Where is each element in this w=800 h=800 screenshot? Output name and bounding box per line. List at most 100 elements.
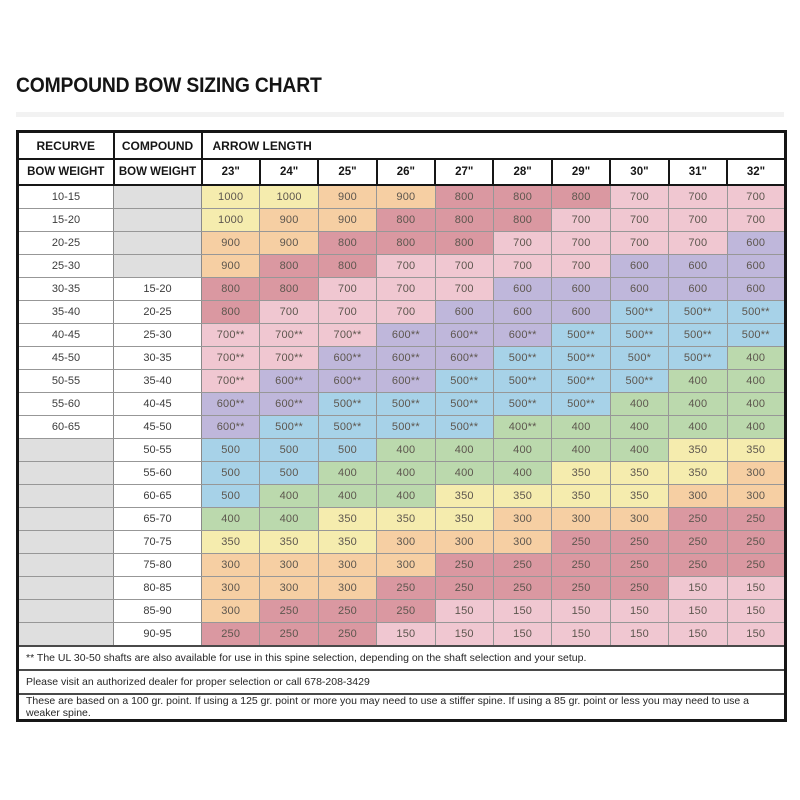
spine-cell: 350: [376, 507, 436, 531]
spine-cell: 250: [668, 553, 728, 577]
spine-cell: 700: [492, 254, 553, 278]
spine-cell: 900: [259, 208, 319, 232]
spine-cell: 150: [726, 576, 787, 600]
spine-cell: 700: [609, 231, 670, 255]
spine-cell: 150: [376, 622, 436, 647]
spine-cell: 700: [668, 231, 728, 255]
footnote-row: ** The UL 30-50 shafts are also availabl…: [17, 645, 786, 670]
spine-cell: 250: [668, 530, 728, 554]
spine-cell: 400: [434, 438, 494, 462]
spine-cell: 700: [492, 231, 553, 255]
spine-cell: 250: [726, 507, 787, 531]
spine-cell: 700**: [200, 346, 261, 370]
spine-cell: 400: [609, 415, 670, 439]
spine-cell: 350: [551, 484, 611, 508]
table-row: 25-30 900 800 800 700 700 700 700 600 600 600: [17, 254, 787, 278]
spine-cell: 300: [492, 530, 553, 554]
compound-weight-cell: 70-75: [113, 530, 202, 554]
spine-cell: 250: [200, 622, 261, 647]
spine-cell: 600**: [376, 323, 436, 347]
recurve-weight-cell: [17, 622, 114, 647]
spine-cell: 700: [376, 277, 436, 301]
spine-cell: 300: [317, 576, 378, 600]
spine-cell: 500**: [668, 300, 728, 324]
spine-cell: 600**: [376, 346, 436, 370]
recurve-weight-cell: 60-65: [17, 415, 114, 439]
table-row: 45-50 30-35 700** 700** 600** 600** 600** 500**…: [17, 346, 787, 370]
recurve-weight-cell: [17, 530, 114, 554]
spine-cell: 700: [551, 208, 611, 232]
recurve-weight-cell: [17, 438, 114, 462]
compound-weight-cell: [113, 184, 202, 209]
spine-cell: 500**: [492, 346, 553, 370]
spine-cell: 600**: [492, 323, 553, 347]
spine-cell: 250: [551, 553, 611, 577]
spine-cell: 600: [551, 300, 611, 324]
spine-cell: 250: [551, 576, 611, 600]
spine-cell: 700: [551, 254, 611, 278]
spine-cell: 700**: [200, 323, 261, 347]
spine-cell: 350: [609, 484, 670, 508]
spine-cell: 300: [200, 599, 261, 623]
spine-cell: 250: [434, 576, 494, 600]
spine-cell: 500**: [317, 392, 378, 416]
compound-weight-cell: [113, 231, 202, 255]
spine-cell: 400: [726, 346, 787, 370]
spine-cell: 300: [317, 553, 378, 577]
spine-cell: 300: [609, 507, 670, 531]
arrow-length-group-header: ARROW LENGTH: [200, 130, 787, 160]
compound-weight-cell: 30-35: [113, 346, 202, 370]
compound-weight-cell: 45-50: [113, 415, 202, 439]
spine-cell: 600**: [317, 369, 378, 393]
spine-cell: 350: [434, 484, 494, 508]
spine-cell: 300: [259, 553, 319, 577]
spine-cell: 400: [668, 415, 728, 439]
table-row: 60-65 500 400 400 400 350 350 350 350 300 300: [17, 484, 787, 508]
spine-cell: 700: [376, 300, 436, 324]
spine-cell: 700: [609, 208, 670, 232]
spine-cell: 500**: [668, 346, 728, 370]
spine-cell: 600**: [200, 392, 261, 416]
recurve-weight-cell: [17, 461, 114, 485]
title-divider: [16, 112, 784, 117]
spine-cell: 150: [609, 622, 670, 647]
compound-weight-cell: 90-95: [113, 622, 202, 647]
spine-cell: 250: [259, 599, 319, 623]
arrow-length-header: 28": [492, 158, 553, 186]
spine-cell: 700: [668, 208, 728, 232]
spine-cell: 300: [376, 553, 436, 577]
compound-weight-cell: 50-55: [113, 438, 202, 462]
footnote-point-weight: These are based on a 100 gr. point. If u…: [17, 693, 786, 721]
compound-weight-cell: 35-40: [113, 369, 202, 393]
spine-cell: 800: [317, 231, 378, 255]
spine-cell: 400: [668, 392, 728, 416]
spine-cell: 700: [726, 184, 787, 209]
spine-cell: 350: [609, 461, 670, 485]
table-row: 70-75 350 350 350 300 300 300 250 250 250 250: [17, 530, 787, 554]
compound-weight-cell: 20-25: [113, 300, 202, 324]
spine-cell: 150: [668, 599, 728, 623]
spine-cell: 600: [609, 277, 670, 301]
arrow-length-header: 25": [317, 158, 378, 186]
spine-cell: 700: [609, 184, 670, 209]
spine-cell: 700: [668, 184, 728, 209]
spine-cell: 250: [609, 576, 670, 600]
spine-cell: 500: [259, 461, 319, 485]
spine-cell: 250: [434, 553, 494, 577]
table-row: 10-15 1000 1000 900 900 800 800 800 700 700 700: [17, 184, 787, 209]
recurve-weight-cell: 10-15: [17, 184, 114, 209]
spine-cell: 300: [492, 507, 553, 531]
spine-cell: 300: [668, 484, 728, 508]
spine-cell: 150: [668, 622, 728, 647]
spine-cell: 500**: [551, 346, 611, 370]
spine-cell: 700: [434, 277, 494, 301]
recurve-weight-cell: 20-25: [17, 231, 114, 255]
spine-cell: 900: [200, 231, 261, 255]
spine-cell: 250: [259, 622, 319, 647]
spine-cell: 800: [434, 231, 494, 255]
recurve-weight-cell: [17, 553, 114, 577]
spine-cell: 250: [317, 599, 378, 623]
table-row: 50-55 35-40 700** 600** 600** 600** 500** 500**…: [17, 369, 787, 393]
spine-cell: 150: [726, 622, 787, 647]
